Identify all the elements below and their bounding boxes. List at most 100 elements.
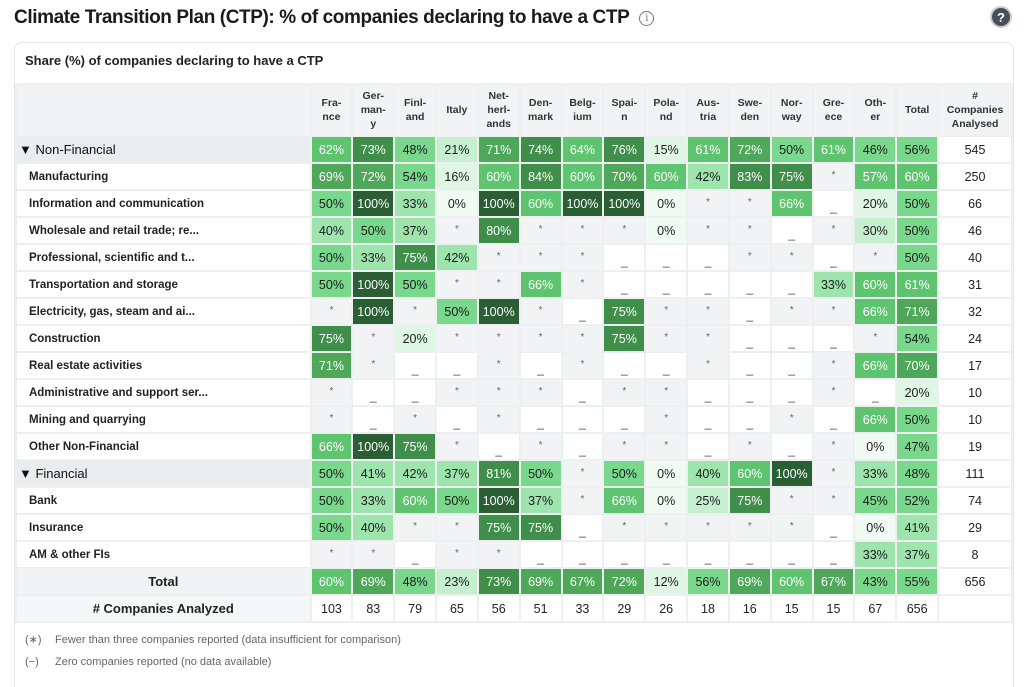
help-icon[interactable]: ? <box>990 6 1012 28</box>
insufficient-data-cell: * <box>727 189 772 218</box>
row-label: Transportation and storage <box>15 270 312 299</box>
percentage-cell: 33% <box>351 243 396 272</box>
column-header[interactable]: Aus- tria <box>686 83 730 137</box>
insufficient-data-cell: * <box>644 297 689 326</box>
percentage-cell: 33% <box>351 486 396 515</box>
column-header[interactable]: Den- mark <box>518 83 563 137</box>
column-header[interactable]: Total <box>895 83 940 137</box>
percentage-cell: 30% <box>853 216 898 245</box>
no-data-cell: _ <box>727 351 772 380</box>
info-icon[interactable]: i <box>639 10 655 26</box>
companies-analysed-cell <box>937 594 1013 623</box>
header-corner <box>15 83 312 137</box>
insufficient-data-cell: * <box>811 297 856 326</box>
percentage-cell: 0% <box>853 432 898 461</box>
no-data-cell: _ <box>644 243 689 272</box>
companies-analysed-cell: 32 <box>937 297 1013 326</box>
card-title: Share (%) of companies declaring to have… <box>25 53 324 68</box>
column-header[interactable]: Gre- ece <box>811 83 856 137</box>
column-header[interactable]: Ger- man- y <box>351 83 396 137</box>
insufficient-data-cell: * <box>727 216 772 245</box>
percentage-cell: 40% <box>309 216 354 245</box>
insufficient-data-cell: * <box>602 513 647 542</box>
no-data-cell: _ <box>393 351 437 380</box>
percentage-cell: 100% <box>351 432 396 461</box>
column-header[interactable]: Swe- den <box>727 83 772 137</box>
company-count-cell: 65 <box>435 594 479 623</box>
group-toggle-label[interactable]: ▼ Non-Financial <box>15 135 312 164</box>
table-row: Wholesale and retail trade; re... 40% 50% 3… <box>15 216 1013 245</box>
percentage-cell: 100% <box>602 189 647 218</box>
insufficient-data-cell: * <box>644 513 689 542</box>
percentage-cell: 100% <box>476 297 521 326</box>
no-data-cell: _ <box>686 540 730 569</box>
percentage-cell: 50% <box>309 189 354 218</box>
percentage-cell: 20% <box>853 189 898 218</box>
row-label: Wholesale and retail trade; re... <box>15 216 312 245</box>
percentage-cell: 0% <box>644 459 689 488</box>
column-header[interactable]: Finl- and <box>393 83 437 137</box>
percentage-cell: 72% <box>602 567 647 596</box>
table-row: Other Non-Financial 66% 100% 75% * _ * _ * * _ * _ * 0… <box>15 432 1013 461</box>
percentage-cell: 57% <box>853 162 898 191</box>
column-header[interactable]: Spai- n <box>602 83 647 137</box>
column-header[interactable]: Oth- er <box>853 83 898 137</box>
insufficient-data-cell: * <box>853 324 898 353</box>
table-row: Construction 75% * 20% * * * * 75% * * _ _ _ * 54% 24 <box>15 324 1013 353</box>
column-header[interactable]: Pola- nd <box>644 83 689 137</box>
percentage-cell: 62% <box>309 135 354 164</box>
column-header[interactable]: Italy <box>435 83 479 137</box>
company-count-cell: 51 <box>518 594 563 623</box>
column-header[interactable]: Nor- way <box>769 83 814 137</box>
percentage-cell: 72% <box>351 162 396 191</box>
percentage-cell: 70% <box>895 351 940 380</box>
percentage-cell: 54% <box>895 324 940 353</box>
percentage-cell: 56% <box>895 135 940 164</box>
column-header[interactable]: Belg- ium <box>560 83 605 137</box>
column-header[interactable]: # Companies Analysed <box>937 83 1013 137</box>
percentage-cell: 67% <box>811 567 856 596</box>
percentage-cell: 50% <box>351 216 396 245</box>
companies-analysed-cell: 8 <box>937 540 1013 569</box>
insufficient-data-cell: * <box>811 459 856 488</box>
group-row[interactable]: ▼ Financial 50% 41% 42% 37% 81% 50% * 50% 0% 40% 60… <box>15 459 1013 488</box>
company-count-cell: 67 <box>853 594 898 623</box>
percentage-cell: 50% <box>895 189 940 218</box>
companies-analysed-cell: 111 <box>937 459 1013 488</box>
group-row[interactable]: ▼ Non-Financial 62% 73% 48% 21% 71% 74% 64% 76% 1… <box>15 135 1013 164</box>
insufficient-data-cell: * <box>769 297 814 326</box>
percentage-cell: 50% <box>435 486 479 515</box>
insufficient-data-cell: * <box>769 486 814 515</box>
table-row: Mining and quarrying * _ * _ * _ _ _ * _ _ * _ 66% 50% 1… <box>15 405 1013 434</box>
column-header[interactable]: Fra- nce <box>309 83 354 137</box>
insufficient-data-cell: * <box>351 351 396 380</box>
insufficient-data-cell: * <box>727 243 772 272</box>
insufficient-data-cell: * <box>351 324 396 353</box>
percentage-cell: 40% <box>686 459 730 488</box>
percentage-cell: 71% <box>309 351 354 380</box>
companies-analysed-cell: 19 <box>937 432 1013 461</box>
column-header[interactable]: Net- herl- ands <box>476 83 521 137</box>
insufficient-data-cell: * <box>560 270 605 299</box>
percentage-cell: 72% <box>727 135 772 164</box>
percentage-cell: 37% <box>435 459 479 488</box>
percentage-cell: 48% <box>393 567 437 596</box>
percentage-cell: 0% <box>644 216 689 245</box>
percentage-cell: 60% <box>769 567 814 596</box>
insufficient-data-cell: * <box>435 216 479 245</box>
insufficient-data-cell: * <box>435 270 479 299</box>
percentage-cell: 50% <box>769 135 814 164</box>
insufficient-data-cell: * <box>560 243 605 272</box>
no-data-cell: _ <box>686 243 730 272</box>
insufficient-data-cell: * <box>560 486 605 515</box>
row-label: Insurance <box>15 513 312 542</box>
insufficient-data-cell: * <box>602 216 647 245</box>
percentage-cell: 50% <box>309 243 354 272</box>
total-row: Total 60% 69% 48% 23% 73% 69% 67% 72% 12% 56% 69% 60… <box>15 567 1013 596</box>
table-row: Information and communication 50% 100% 33% 0… <box>15 189 1013 218</box>
percentage-cell: 48% <box>393 135 437 164</box>
percentage-cell: 50% <box>309 513 354 542</box>
no-data-cell: _ <box>518 405 563 434</box>
no-data-cell: _ <box>560 297 605 326</box>
group-toggle-label[interactable]: ▼ Financial <box>15 459 312 488</box>
